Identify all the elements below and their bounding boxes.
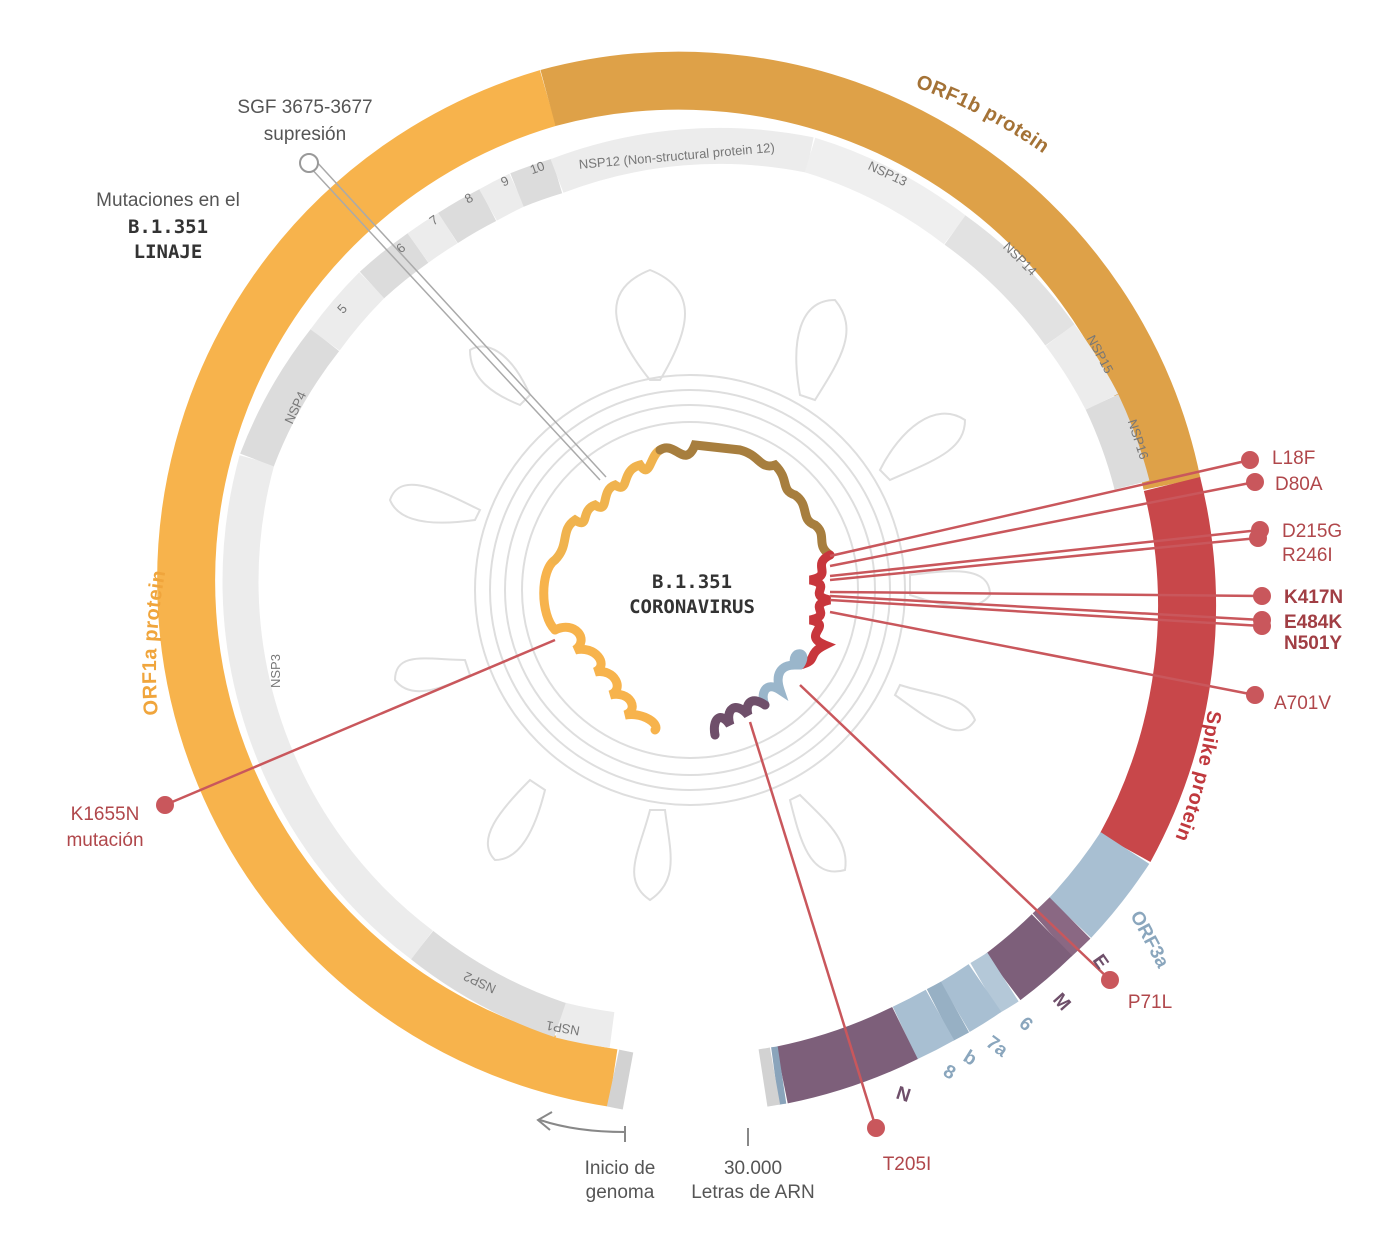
- center-title-line1: B.1.351: [652, 571, 732, 593]
- orf3a-label: ORF3a: [1126, 907, 1173, 971]
- p71l-label: P71L: [1128, 992, 1172, 1013]
- deletion-line: [307, 159, 607, 481]
- nsp13-seg: [804, 137, 967, 245]
- nsp3-seg: [222, 455, 433, 960]
- t205i-dot: [867, 1119, 885, 1137]
- mutation-dots: [156, 451, 1271, 1137]
- helix-orf1a-coils: [550, 622, 661, 735]
- a701v-label: A701V: [1274, 693, 1331, 714]
- nsp5-seg: [310, 272, 385, 351]
- nsp9-seg: [479, 173, 525, 221]
- a701v-dot: [1246, 686, 1264, 704]
- nsp7-seg: [407, 212, 458, 263]
- title-line3: LINAJE: [134, 241, 203, 263]
- helix-n: [709, 696, 770, 740]
- rna-helix: [539, 440, 836, 740]
- end-label-line1: 30.000: [724, 1158, 782, 1179]
- d80a-dot: [1246, 473, 1264, 491]
- nsp1-seg: [555, 1002, 615, 1048]
- helix-orf1b: [655, 440, 835, 560]
- n501y-label: N501Y: [1284, 633, 1342, 654]
- helix-orf1a-tail: [539, 555, 560, 635]
- m-label: M: [1048, 989, 1074, 1015]
- k1655n-dot: [156, 796, 174, 814]
- nsp4-seg: [240, 328, 340, 467]
- r246i-label: R246I: [1282, 545, 1333, 566]
- gene-ring: [157, 51, 1217, 1110]
- n-label: N: [893, 1083, 913, 1107]
- orf3a-arc: [1048, 831, 1150, 938]
- nsp2-seg: [410, 930, 566, 1038]
- r246i-dot: [1249, 529, 1267, 547]
- nsp10-label: 10: [528, 158, 547, 177]
- m-arc: [985, 913, 1073, 1001]
- center-title-line2: CORONAVIRUS: [629, 596, 755, 618]
- nsp-ring: [222, 127, 1150, 1048]
- p71l-dot: [1101, 971, 1119, 989]
- orf1b-arc: [540, 51, 1201, 490]
- g7b-label: b: [959, 1046, 980, 1070]
- sgf-deletion-dot: [299, 153, 319, 173]
- g7a-label: 7a: [982, 1032, 1012, 1062]
- g7b-arc: [926, 981, 970, 1041]
- sgf-label-line1: SGF 3675-3677: [237, 97, 372, 118]
- k417n-label: K417N: [1284, 587, 1343, 608]
- start-label-line2: genoma: [586, 1182, 655, 1203]
- l18f-label: L18F: [1272, 448, 1315, 469]
- g8-arc: [892, 989, 955, 1060]
- d215g-label: D215G: [1282, 521, 1342, 542]
- nsp12-seg: [550, 127, 814, 193]
- g6-arc: [970, 952, 1019, 1014]
- k417n-dot: [1253, 587, 1271, 605]
- start-label-line1: Inicio de: [585, 1158, 656, 1179]
- mutation-lines: [164, 458, 1263, 1129]
- n501y-dot: [1253, 617, 1271, 635]
- k1655n-label-line2: mutación: [66, 830, 143, 851]
- title-line1: Mutaciones en el: [96, 190, 240, 211]
- genome-start-arrow: [536, 1111, 626, 1142]
- n-tail-blue: [771, 1046, 787, 1105]
- k1655n-label-line1: K1655N: [71, 804, 140, 825]
- t205i-label: T205I: [883, 1154, 932, 1175]
- utr5-arc: [606, 1049, 634, 1110]
- nsp16-seg: [1085, 394, 1150, 490]
- nsp14-seg: [944, 215, 1075, 346]
- nsp6-seg: [359, 233, 429, 299]
- g7a-arc: [940, 963, 1002, 1033]
- e484k-label: E484K: [1284, 612, 1342, 633]
- nsp10-seg: [510, 158, 563, 207]
- g6-label: 6: [1015, 1013, 1037, 1036]
- e-arc: [1032, 897, 1091, 957]
- spike-arc: [1099, 476, 1217, 862]
- l18f-dot: [1241, 451, 1259, 469]
- end-label-line2: Letras de ARN: [691, 1182, 815, 1203]
- title-line2: B.1.351: [128, 216, 208, 238]
- utr3-arc: [758, 1047, 781, 1107]
- n-arc: [775, 1006, 918, 1104]
- helix-accessory: [758, 649, 808, 710]
- helix-orf1a-top: [550, 445, 665, 565]
- nsp1-label: NSP1: [545, 1018, 581, 1039]
- g8-label: 8: [940, 1061, 959, 1085]
- nsp3-label: NSP3: [268, 654, 283, 688]
- helix-spike: [795, 550, 836, 670]
- sgf-label-line2: supresión: [264, 124, 346, 145]
- orf1a-arc: [157, 70, 618, 1107]
- d80a-label: D80A: [1275, 474, 1323, 495]
- nsp15-seg: [1045, 324, 1119, 411]
- nsp8-seg: [438, 188, 497, 244]
